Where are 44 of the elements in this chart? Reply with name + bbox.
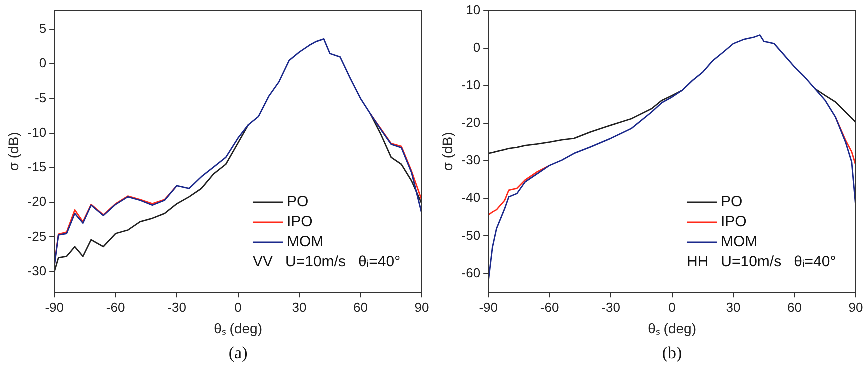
x-tick-label: -90	[479, 300, 498, 315]
y-tick-label: 10	[466, 2, 481, 18]
y-tick-label: -20	[28, 194, 47, 210]
y-axis-title: σ (dB)	[5, 132, 22, 172]
legend-label: IPO	[720, 214, 747, 231]
y-tick-label: -10	[28, 124, 47, 140]
x-tick-label: 90	[414, 300, 430, 315]
y-tick-label: 0	[473, 40, 481, 55]
legend-label: MOM	[286, 234, 324, 251]
y-tick-label: -15	[28, 160, 47, 175]
legend-label: IPO	[286, 214, 313, 231]
text: (b)	[662, 343, 682, 362]
x-tick-label: 0	[234, 300, 242, 315]
legend-label: MOM	[720, 234, 758, 251]
x-tick-label: -60	[106, 300, 126, 315]
x-tick-label: 90	[848, 300, 864, 315]
x-tick-label: 30	[292, 300, 307, 315]
x-tick-label: -90	[45, 300, 64, 315]
x-tick-label: 0	[668, 300, 676, 315]
annotation: HH U=10m/s θᵢ=40°	[686, 254, 836, 271]
y-tick-label: -10	[462, 78, 481, 93]
y-tick-label: -60	[462, 265, 481, 280]
legend-label: PO	[286, 194, 309, 211]
x-tick-label: 60	[354, 300, 368, 315]
legend-label: PO	[720, 194, 743, 211]
x-axis-title: θₛ (deg)	[648, 320, 696, 336]
y-tick-label: -50	[462, 228, 481, 243]
x-tick-label: 30	[726, 300, 741, 315]
annotation: VV U=10m/s θᵢ=40°	[252, 254, 401, 271]
x-tick-label: 60	[788, 300, 802, 315]
y-tick-label: 0	[39, 56, 47, 71]
y-tick-label: 5	[39, 21, 47, 36]
y-tick-label: -20	[462, 115, 481, 130]
y-tick-label: -5	[35, 90, 47, 106]
x-tick-label: -60	[540, 300, 560, 315]
text: (a)	[228, 343, 248, 362]
y-tick-label: -30	[462, 152, 481, 168]
x-tick-label: -30	[602, 300, 620, 315]
y-tick-label: -40	[462, 190, 481, 206]
y-tick-label: -25	[28, 228, 47, 244]
y-axis-title: σ (dB)	[439, 132, 456, 172]
y-tick-label: -30	[28, 263, 47, 278]
x-axis-title: θₛ (deg)	[214, 320, 262, 336]
x-tick-label: -30	[168, 300, 186, 315]
